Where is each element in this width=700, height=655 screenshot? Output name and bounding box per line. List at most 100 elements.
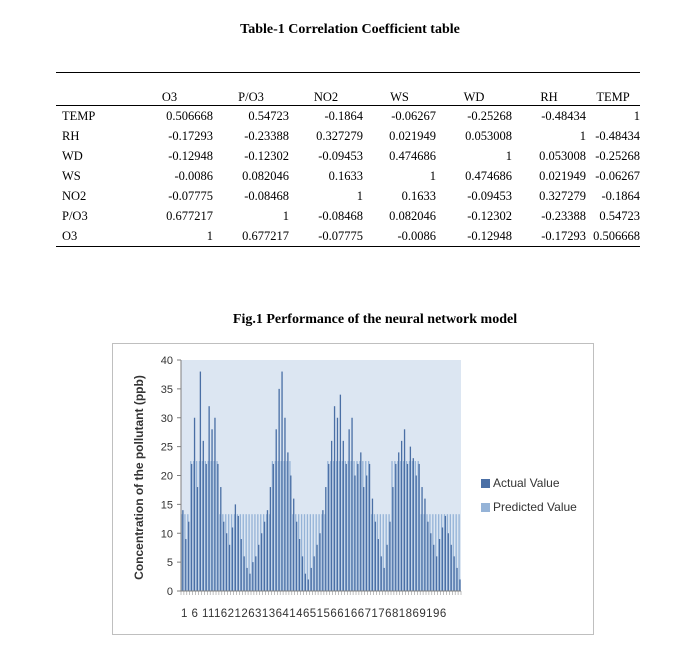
header-cell: P/O3 <box>213 72 289 106</box>
bar-predicted <box>257 514 259 591</box>
bar-actual <box>441 527 444 591</box>
table-cell: -0.06267 <box>595 168 640 183</box>
bar-predicted <box>388 514 390 591</box>
bar-actual <box>269 487 272 591</box>
bar-predicted <box>324 514 326 591</box>
table-cell: 0.54723 <box>599 208 640 223</box>
bar-actual <box>453 556 455 591</box>
bar-actual <box>392 487 394 591</box>
bar-actual <box>188 521 190 591</box>
bar-predicted <box>376 514 379 591</box>
table-row: WS -0.0086 0.082046 0.1633 1 0.474686 0.021949… <box>56 166 640 186</box>
bar-predicted <box>213 461 215 591</box>
header-cell <box>56 72 126 106</box>
bar-actual <box>190 463 193 591</box>
bar-actual <box>266 510 269 591</box>
bar-actual <box>208 406 210 591</box>
bar-actual <box>398 452 400 591</box>
bar-predicted <box>195 461 198 591</box>
table-cell: -0.48434 <box>541 108 586 123</box>
bar-predicted <box>446 514 449 591</box>
bar-actual <box>202 440 204 591</box>
header-cell: WD <box>436 72 512 106</box>
table-row: WD -0.12948 -0.12302 -0.09453 0.474686 1 0.053… <box>56 146 640 166</box>
x-tick-labels: 1 6 111621263136414651566166717681869196 <box>181 608 447 620</box>
table-cell: 0.053008 <box>465 128 512 143</box>
bar-predicted <box>356 461 358 591</box>
bar-predicted <box>248 514 250 591</box>
table-cell: -0.08468 <box>318 208 363 223</box>
bar-predicted <box>391 461 393 591</box>
bar-actual <box>371 498 374 591</box>
y-tick-label: 5 <box>167 557 173 569</box>
bar-actual <box>421 487 423 591</box>
bar-actual <box>386 544 388 591</box>
bar-actual <box>310 567 312 591</box>
bar-predicted <box>385 514 387 591</box>
bar-predicted <box>295 514 297 591</box>
bar-predicted <box>198 461 201 591</box>
y-tick-label: 15 <box>161 499 173 511</box>
bar-actual <box>214 417 216 591</box>
bar-actual <box>307 579 309 591</box>
table-cell: 1 <box>126 226 213 247</box>
bar-actual <box>263 521 266 591</box>
bar-actual <box>249 573 251 591</box>
bar-predicted <box>403 461 405 591</box>
bar-actual <box>447 533 449 591</box>
bar-predicted <box>365 461 367 591</box>
y-axis-label: Concentration of the pollutant (ppb) <box>132 375 146 580</box>
row-label: WD <box>62 148 83 163</box>
bar-predicted <box>193 461 195 591</box>
bar-actual <box>205 463 207 591</box>
bar-actual <box>193 417 196 591</box>
table-header-row: O3 P/O3 NO2 WS WD RH TEMP <box>56 72 640 106</box>
bar-predicted <box>292 514 294 591</box>
bar-chart: 0 5 10 15 20 25 30 35 40 1 6 11162126313641465156… <box>132 355 462 620</box>
header-cell: O3 <box>126 72 213 106</box>
bar-actual <box>275 429 277 591</box>
bar-predicted <box>298 514 300 591</box>
bar-predicted <box>280 461 282 591</box>
bar-predicted <box>274 461 276 591</box>
table-cell: 1 <box>579 128 586 143</box>
bar-predicted <box>359 461 361 591</box>
bar-predicted <box>452 514 454 591</box>
bar-actual <box>377 539 379 591</box>
bar-actual <box>418 463 420 591</box>
bar-actual <box>430 533 432 591</box>
bar-predicted <box>455 514 457 591</box>
legend-swatch-actual <box>481 478 490 488</box>
table-cell: 0.474686 <box>389 148 436 163</box>
bar-predicted <box>368 461 370 591</box>
table-row: TEMP 0.506668 0.54723 -0.1864 -0.06267 -0.252… <box>56 106 640 127</box>
bar-predicted <box>321 514 323 591</box>
bar-actual <box>395 463 397 591</box>
table-cell: -0.23388 <box>244 128 289 143</box>
bar-predicted <box>394 461 396 591</box>
table-cell: 0.474686 <box>465 168 512 183</box>
bar-predicted <box>458 514 460 591</box>
table-row: O3 1 0.677217 -0.07775 -0.0086 -0.12948 -0.172… <box>56 226 640 247</box>
bar-predicted <box>306 514 309 591</box>
bar-predicted <box>242 514 244 591</box>
legend-swatch-predicted <box>481 502 490 512</box>
bar-predicted <box>414 461 416 591</box>
figure-title: Fig.1 Performance of the neural network … <box>232 312 518 327</box>
table-cell: 0.1633 <box>401 188 436 203</box>
bar-actual <box>231 527 234 591</box>
table-cell: -0.17293 <box>168 128 213 143</box>
bar-predicted <box>435 514 437 591</box>
bar-actual <box>223 521 225 591</box>
bar-predicted <box>233 514 236 591</box>
table-cell: 0.021949 <box>539 168 586 183</box>
chart-container: 0 5 10 15 20 25 30 35 40 1 6 11162126313641465156… <box>112 343 594 635</box>
table-cell: 0.021949 <box>389 128 436 143</box>
table-row: P/O3 0.677217 1 -0.08468 0.082046 -0.12302 -0.… <box>56 206 640 226</box>
bar-predicted <box>207 461 209 591</box>
bar-predicted <box>260 514 262 591</box>
bar-predicted <box>443 514 446 591</box>
bar-predicted <box>187 514 189 591</box>
bar-predicted <box>300 514 303 591</box>
bar-actual <box>295 521 298 591</box>
